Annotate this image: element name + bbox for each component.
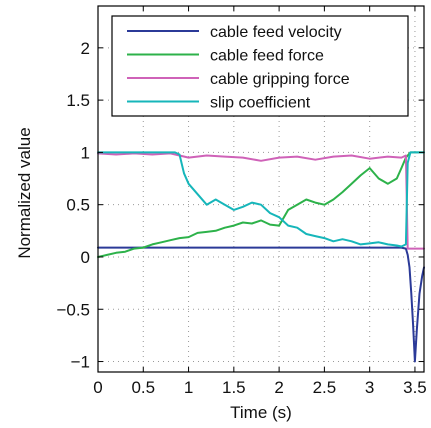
y-axis-label: Normalized value [15, 127, 34, 258]
series-line-cable-feed-force [97, 151, 425, 258]
x-tick-label-1: 0.5 [131, 378, 155, 397]
y-tick-label-6: 2 [81, 39, 90, 58]
series-line-cable-feed-velocity [97, 246, 425, 363]
x-tick-label-0: 0 [93, 378, 102, 397]
x-tick-label-6: 3 [365, 378, 374, 397]
axis-ticks [97, 6, 424, 372]
legend-label-cable-feed-force: cable feed force [210, 48, 324, 65]
series-line-slip-coefficient [97, 151, 425, 248]
legend-label-cable-gripping-force: cable gripping force [210, 71, 350, 88]
y-tick-label-5: 1.5 [66, 91, 90, 110]
y-tick-label-3: 0.5 [66, 196, 90, 215]
plot-area [97, 151, 425, 363]
x-tick-label-7: 3.5 [403, 378, 427, 397]
y-tick-label-1: −0.5 [56, 300, 90, 319]
legend: cable feed velocity cable feed force cable… [111, 15, 409, 117]
y-tick-label-2: 0 [81, 248, 90, 267]
series-line-cable-gripping-force [97, 152, 425, 250]
y-axis-tick-labels: −1 −0.5 0 0.5 1 1.5 2 [56, 39, 90, 372]
x-tick-label-2: 1 [184, 378, 193, 397]
legend-label-slip-coefficient: slip coefficient [210, 95, 311, 112]
legend-box [111, 15, 409, 117]
x-axis-tick-labels: 0 0.5 1 1.5 2 2.5 3 3.5 [93, 378, 426, 397]
x-tick-label-5: 2.5 [313, 378, 337, 397]
plot-frame [97, 5, 425, 373]
x-axis-label: Time (s) [230, 403, 292, 422]
x-tick-label-4: 2 [274, 378, 283, 397]
y-tick-label-0: −1 [71, 353, 90, 372]
legend-items: cable feed velocity cable feed force cable… [127, 24, 350, 112]
x-tick-label-3: 1.5 [222, 378, 246, 397]
legend-label-cable-feed-velocity: cable feed velocity [210, 24, 342, 41]
y-tick-label-4: 1 [81, 143, 90, 162]
